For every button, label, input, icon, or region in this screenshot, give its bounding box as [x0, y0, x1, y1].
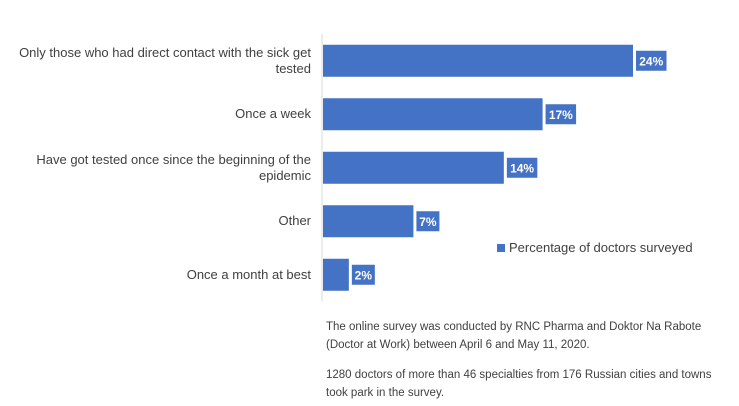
data-label-box: [506, 157, 538, 178]
category-label: Other: [278, 213, 311, 229]
survey-note: The online survey was conducted by RNC P…: [326, 321, 702, 351]
data-label: 14%: [510, 161, 534, 175]
data-label-box: [636, 50, 667, 71]
data-label-box: [416, 211, 440, 232]
bar: [323, 44, 633, 77]
data-label: 24%: [639, 54, 663, 68]
legend: Percentage of doctors surveyed: [497, 240, 693, 255]
category-label: Once a month at best: [186, 266, 311, 282]
data-label: 7%: [419, 215, 437, 229]
bar: [323, 98, 543, 131]
category-label: Have got tested once since the beginning…: [36, 151, 311, 183]
legend-label: Percentage of doctors surveyed: [509, 240, 693, 255]
category-label: Only those who had direct contact with t…: [19, 44, 311, 76]
data-label-box: [545, 104, 577, 125]
data-label: 17%: [549, 108, 573, 122]
category-label: Once a week: [235, 106, 311, 122]
data-label-box: [351, 264, 375, 285]
data-label: 2%: [355, 268, 373, 282]
bar: [323, 205, 414, 238]
bar: [323, 258, 349, 291]
bar: [323, 151, 504, 184]
legend-swatch: [497, 243, 505, 252]
sample-note: 1280 doctors of more than 46 specialties…: [326, 369, 712, 399]
